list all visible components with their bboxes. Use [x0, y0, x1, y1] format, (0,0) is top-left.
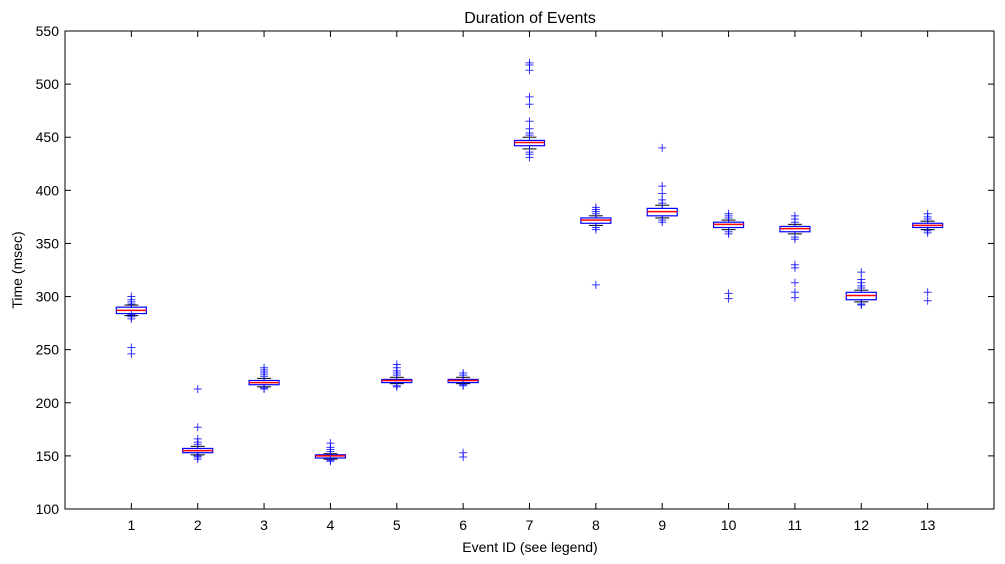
flier-point: [459, 369, 468, 378]
x-tick-label: 11: [788, 517, 803, 533]
flier-point: [525, 92, 534, 101]
x-tick-label: 10: [721, 517, 737, 533]
flier-point: [857, 268, 866, 277]
flier-point: [923, 226, 932, 235]
y-tick-label: 100: [36, 501, 60, 517]
flier-point: [127, 310, 136, 319]
flier-point: [193, 451, 202, 460]
flier-point: [923, 288, 932, 297]
flier-point: [260, 383, 269, 392]
flier-point: [923, 296, 932, 305]
x-tick-label: 13: [920, 517, 936, 533]
flier-point: [459, 448, 468, 457]
box-group-7: [513, 58, 546, 162]
flier-point: [193, 384, 202, 393]
flier-point: [658, 182, 667, 191]
y-tick-label: 550: [36, 23, 60, 39]
box-group-2: [182, 384, 214, 464]
x-tick-label: 3: [260, 517, 268, 533]
y-tick-label: 250: [36, 342, 60, 358]
y-tick-label: 300: [36, 289, 60, 305]
flier-point: [525, 148, 534, 157]
flier-point: [591, 280, 600, 289]
flier-point: [127, 343, 136, 352]
box-group-8: [580, 203, 612, 289]
flier-point: [658, 216, 667, 225]
flier-point: [724, 289, 733, 298]
plot-area: [115, 58, 944, 466]
flier-point: [525, 100, 534, 109]
x-tick-label: 12: [853, 517, 869, 533]
x-tick-label: 8: [592, 517, 600, 533]
flier-point: [790, 278, 799, 287]
x-tick-label: 2: [194, 517, 202, 533]
box-group-10: [712, 209, 745, 303]
chart-title: Duration of Events: [464, 10, 596, 27]
flier-point: [724, 227, 733, 236]
flier-point: [326, 456, 335, 465]
flier-point: [857, 299, 866, 308]
x-axis-label: Event ID (see legend): [462, 539, 597, 555]
flier-point: [525, 58, 534, 67]
y-tick-label: 200: [36, 395, 60, 411]
x-tick-label: 7: [526, 517, 534, 533]
flier-point: [658, 143, 667, 152]
flier-point: [392, 360, 401, 369]
y-tick-label: 500: [36, 76, 60, 92]
box-group-4: [314, 439, 347, 466]
box-group-11: [779, 211, 811, 302]
y-axis-label: Time (msec): [9, 231, 25, 308]
y-tick-label: 350: [36, 235, 60, 251]
flier-point: [392, 381, 401, 390]
flier-point: [326, 439, 335, 448]
flier-point: [591, 203, 600, 212]
flier-point: [790, 260, 799, 269]
x-tick-label: 1: [127, 517, 135, 533]
x-tick-label: 4: [327, 517, 335, 533]
box-group-12: [845, 268, 877, 310]
flier-point: [658, 189, 667, 198]
box-group-9: [646, 143, 678, 227]
x-tick-label: 9: [658, 517, 666, 533]
box-group-13: [912, 209, 944, 305]
x-tick-label: 6: [459, 517, 467, 533]
box-group-1: [115, 292, 147, 358]
y-tick-label: 150: [36, 448, 60, 464]
flier-point: [790, 288, 799, 297]
flier-point: [790, 233, 799, 242]
box-group-6: [447, 369, 479, 461]
box-group-3: [248, 363, 280, 393]
flier-point: [790, 211, 799, 220]
flier-point: [193, 434, 202, 443]
flier-point: [193, 423, 202, 432]
flier-point: [857, 275, 866, 284]
flier-point: [459, 380, 468, 389]
flier-point: [127, 292, 136, 301]
flier-point: [525, 124, 534, 133]
box-group-5: [381, 360, 413, 391]
x-tick-label: 5: [393, 517, 401, 533]
y-tick-label: 450: [36, 129, 60, 145]
flier-point: [724, 209, 733, 218]
flier-point: [260, 363, 269, 372]
y-tick-label: 400: [36, 182, 60, 198]
flier-point: [591, 223, 600, 232]
flier-point: [923, 209, 932, 218]
flier-point: [525, 117, 534, 126]
